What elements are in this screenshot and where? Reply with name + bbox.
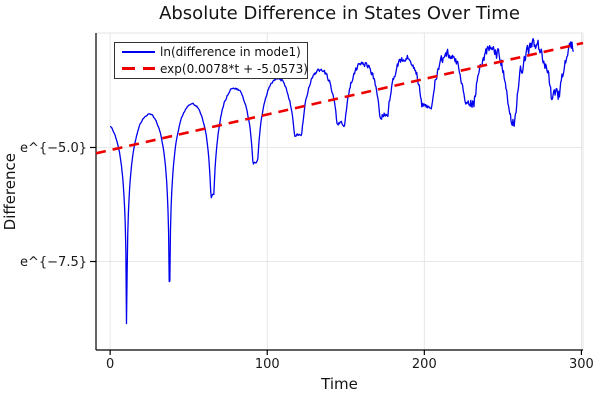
legend-item-exp-fit: exp(0.0078*t + -5.0573): [122, 61, 308, 77]
x-axis-label: Time: [321, 375, 358, 393]
y-axis-label: Difference: [1, 152, 19, 231]
chart-title: Absolute Difference in States Over Time: [159, 3, 520, 24]
legend-item-ln-difference: ln(difference in mode1): [122, 44, 307, 60]
series-exp-fit-line: [95, 41, 584, 155]
x-tick-label: 0: [106, 357, 114, 372]
y-tick-label: e^{−7.5}: [20, 255, 87, 270]
legend-box: ln(difference in mode1) exp(0.0078*t + -…: [114, 42, 308, 79]
x-tick-label: 100: [255, 357, 280, 372]
series-ln-difference-line: [110, 38, 574, 325]
y-axis-label-wrap: Difference: [1, 33, 19, 350]
x-tick-label: 200: [412, 357, 437, 372]
plot-frame: [95, 32, 584, 351]
x-tick-label: 300: [569, 357, 594, 372]
blue-line-sample-icon: [122, 51, 155, 54]
red-dashed-line-sample-icon: [122, 67, 155, 71]
legend-label-ln-difference: ln(difference in mode1): [160, 45, 301, 60]
y-tick-label: e^{−5.0}: [20, 141, 87, 156]
legend-label-exp-fit: exp(0.0078*t + -5.0573): [160, 61, 308, 76]
